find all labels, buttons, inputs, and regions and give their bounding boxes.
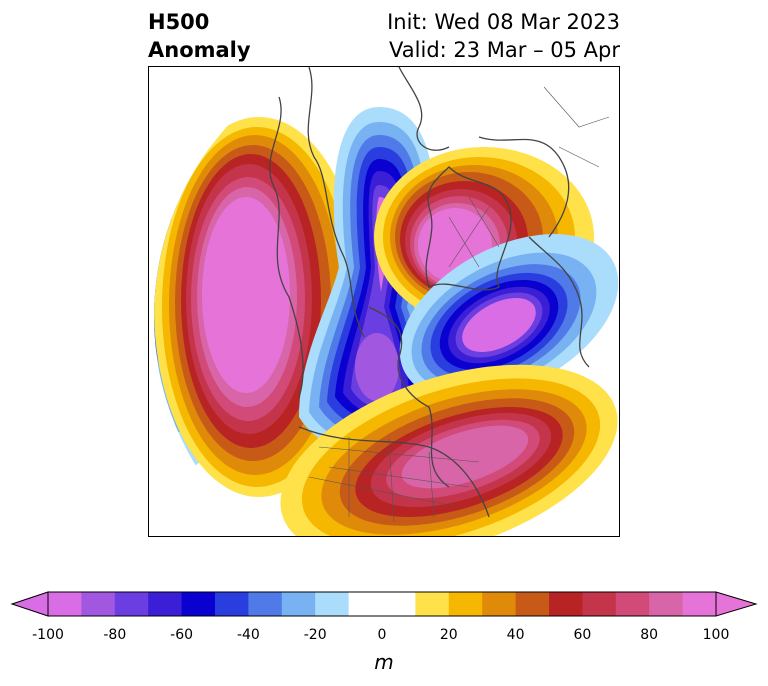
colorbar-swatch (114, 592, 149, 616)
colorbar-swatch (148, 592, 183, 616)
map-panel (148, 66, 620, 537)
colorbar-swatch (382, 592, 416, 616)
colorbar-swatch (181, 592, 216, 616)
colorbar-swatch (348, 592, 383, 616)
colorbar-swatch (615, 592, 650, 616)
colorbar-swatch (48, 592, 82, 616)
colorbar-tick-label: 100 (702, 627, 730, 643)
colorbar-tick-label: 0 (377, 627, 387, 643)
colorbar-tick-label: -40 (236, 627, 260, 643)
colorbar-swatch (549, 592, 583, 616)
colorbar-tick-label: -20 (303, 627, 327, 643)
init-date: Init: Wed 08 Mar 2023 (387, 10, 620, 34)
political-borders (308, 86, 610, 523)
positive-anomaly-atlantic (280, 364, 618, 536)
colorbar-swatch (482, 592, 517, 616)
anomaly-map (154, 67, 619, 536)
colorbar-swatch (215, 592, 249, 616)
colorbar-over-arrow (715, 591, 758, 617)
colorbar-swatch (682, 592, 717, 616)
negative-anomaly-east (399, 234, 619, 400)
map-title-right: Init: Wed 08 Mar 2023 Valid: 23 Mar – 05… (387, 8, 620, 64)
colorbar-frame (47, 591, 717, 617)
colorbar-swatch (448, 592, 483, 616)
colorbar-swatch (248, 592, 283, 616)
colorbar-graphic (10, 591, 758, 617)
colorbar-tick-label: 60 (573, 627, 592, 643)
colorbar-swatch (315, 592, 350, 616)
colorbar (10, 590, 758, 630)
colorbar-swatch (281, 592, 316, 616)
title-field: Anomaly (148, 38, 251, 62)
colorbar-tick-label: -60 (170, 627, 194, 643)
colorbar-tick-label: 40 (506, 627, 525, 643)
colorbar-unit: m (374, 650, 394, 674)
colorbar-under-arrow (10, 591, 49, 617)
title-variable: H500 (148, 10, 210, 34)
valid-range: Valid: 23 Mar – 05 Apr (389, 38, 620, 62)
colorbar-swatch (649, 592, 684, 616)
coastlines (269, 67, 590, 518)
colorbar-tick-label: -80 (103, 627, 127, 643)
colorbar-tick-label: -100 (32, 627, 64, 643)
colorbar-swatch (515, 592, 550, 616)
colorbar-tick-label: 20 (439, 627, 458, 643)
colorbar-swatch (81, 592, 116, 616)
colorbar-swatch (415, 592, 450, 616)
colorbar-tick-label: 80 (640, 627, 659, 643)
map-title-left: H500 Anomaly (148, 8, 251, 64)
colorbar-swatch (582, 592, 617, 616)
